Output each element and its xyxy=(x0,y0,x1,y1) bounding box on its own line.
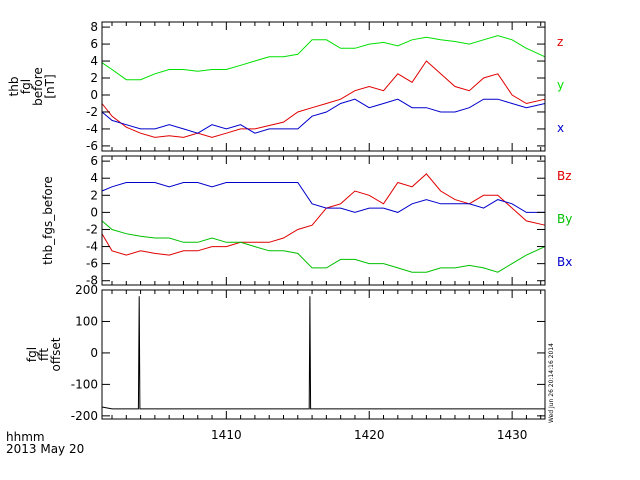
timestamp-label: Wed Jun 26 20:14:16 2014 xyxy=(548,343,555,423)
series-line-by xyxy=(101,220,546,273)
y-tick-label: -6 xyxy=(86,257,98,271)
y-tick-label: -4 xyxy=(86,240,98,254)
y-tick-label: 4 xyxy=(90,171,98,185)
y-tick-label: 2 xyxy=(90,188,98,202)
legend-label-x: x xyxy=(557,121,564,135)
y-axis-label: fgl xyxy=(25,347,39,362)
y-tick-label: -6 xyxy=(86,139,98,153)
plot-frame xyxy=(101,289,546,420)
series-line-bz xyxy=(101,173,546,256)
series-line-y xyxy=(101,35,546,81)
series-line-fft-offset xyxy=(101,296,545,410)
legend-label-bx: Bx xyxy=(557,255,572,269)
y-tick-label: -2 xyxy=(86,222,98,236)
footer-date: 2013 May 20 xyxy=(6,442,84,456)
y-tick-label: 0 xyxy=(90,346,98,360)
y-tick-label: 100 xyxy=(75,314,98,328)
y-axis-label: fft xyxy=(37,348,51,361)
y-tick-label: 200 xyxy=(75,283,98,297)
y-tick-label: -100 xyxy=(71,377,98,391)
y-axis-label: [nT] xyxy=(43,74,57,98)
y-axis-label: before xyxy=(31,67,45,106)
series-line-x xyxy=(101,98,546,134)
legend-label-y: y xyxy=(557,78,564,92)
y-tick-label: 0 xyxy=(90,205,98,219)
legend-label-by: By xyxy=(557,212,572,226)
x-tick-label: 1430 xyxy=(497,428,528,442)
x-tick-label: 1410 xyxy=(211,428,242,442)
legend-label-bz: Bz xyxy=(557,169,572,183)
y-tick-label: -8 xyxy=(86,274,98,288)
y-axis-label: thb_fgs_before xyxy=(41,176,55,265)
y-tick-label: 8 xyxy=(90,20,98,34)
plot-frame xyxy=(101,155,546,286)
legend-label-z: z xyxy=(557,35,563,49)
y-tick-label: 4 xyxy=(90,54,98,68)
y-axis-label: thb xyxy=(7,77,21,97)
series-line-bx xyxy=(101,182,545,213)
y-tick-label: -200 xyxy=(71,409,98,423)
y-axis-label: fgl xyxy=(19,79,33,94)
series-line-z xyxy=(101,60,546,138)
y-tick-label: -2 xyxy=(86,105,98,119)
plot-frame xyxy=(101,21,546,152)
panel-fgs-before: -8 -6 -4 -2 0 2 4 6 thb_fgs_before Bz By Bx xyxy=(41,154,572,288)
y-axis-label: offset xyxy=(49,337,63,371)
y-tick-label: 6 xyxy=(90,37,98,51)
y-tick-label: 6 xyxy=(90,154,98,168)
footer-time-format: hhmm xyxy=(6,430,45,444)
y-tick-label: -4 xyxy=(86,122,98,136)
x-tick-label: 1420 xyxy=(354,428,385,442)
y-tick-label: 0 xyxy=(90,88,98,102)
y-tick-label: 2 xyxy=(90,71,98,85)
